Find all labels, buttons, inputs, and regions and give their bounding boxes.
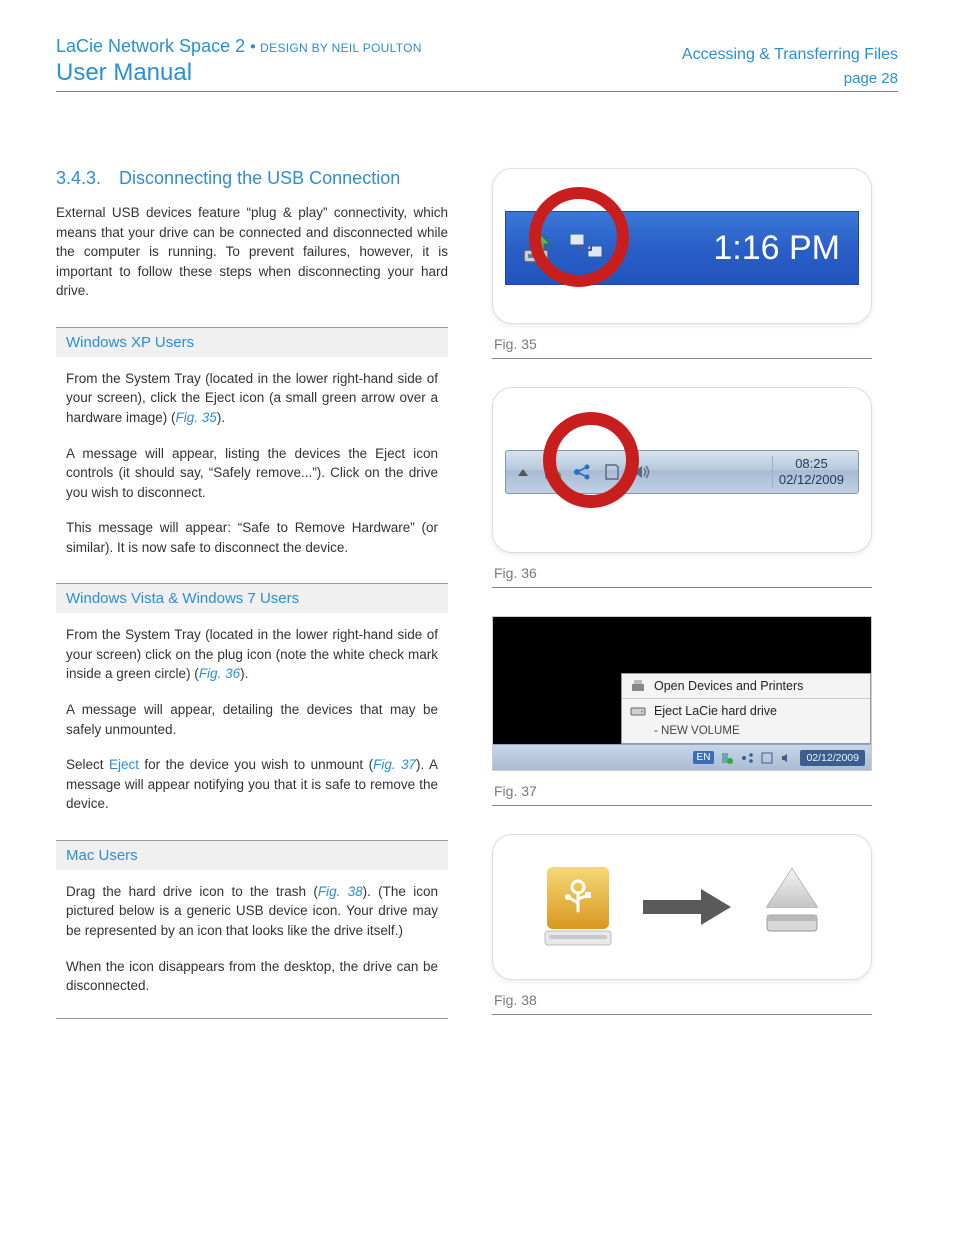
safely-remove-icon[interactable] [542,462,562,482]
fig-ref-37[interactable]: Fig. 37 [373,757,416,772]
devices-printers-icon [630,678,646,694]
language-indicator[interactable]: EN [693,751,715,764]
design-credit: DESIGN BY NEIL POULTON [260,41,422,55]
intro-paragraph: External USB devices feature “plug & pla… [56,203,448,301]
left-column: 3.4.3. Disconnecting the USB Connection E… [56,168,448,1043]
eject-word: Eject [109,757,139,772]
xp-p3: This message will appear: “Safe to Remov… [66,518,438,557]
xp-clock: 1:16 PM [713,229,846,268]
fig38-rule [492,1014,872,1015]
fig-ref-38[interactable]: Fig. 38 [318,884,363,899]
xp-p2: A message will appear, listing the devic… [66,444,438,503]
manual-title: User Manual [56,59,422,87]
xp-p1: From the System Tray (located in the low… [66,369,438,428]
tray-expand-icon[interactable] [518,469,528,476]
mac-p2: When the icon disappears from the deskto… [66,957,438,996]
fig37-desktop-bg [493,617,871,673]
fig37-date: 02/12/2009 [800,750,865,766]
fig35-caption: Fig. 35 [494,336,872,352]
mac-p1: Drag the hard drive icon to the trash (F… [66,882,438,941]
section-end-rule [56,1018,448,1019]
volume-icon[interactable] [780,751,794,765]
fig37-taskbar: EN 02/12/2009 [493,744,871,770]
fig35-content: 1:16 PM [505,181,859,311]
figure-35: 1:16 PM [492,168,872,324]
menu-sub-volume[interactable]: - NEW VOLUME [622,723,870,743]
fig36-rule [492,587,872,588]
fig-ref-35[interactable]: Fig. 35 [176,410,217,425]
fig38-content [505,847,859,967]
product-line: LaCie Network Space 2 • DESIGN BY NEIL P… [56,36,422,57]
usb-drive-icon [537,859,619,956]
fig-ref-36[interactable]: Fig. 36 [199,666,240,681]
vista-time: 08:25 [779,456,844,472]
vista-taskbar: 08:25 02/12/2009 [505,450,859,494]
eject-hardware-icon[interactable] [518,228,558,268]
xp-block: From the System Tray (located in the low… [56,369,448,558]
safely-remove-icon[interactable] [720,751,734,765]
context-menu: Open Devices and Printers Eject LaCie ha… [621,673,871,744]
fig37-caption: Fig. 37 [494,783,872,799]
fig37-rule [492,805,872,806]
eject-trash-icon [757,865,827,950]
bullet-separator: • [250,38,260,55]
network-icon[interactable] [740,751,754,765]
section-number: 3.4.3. [56,168,101,188]
vista-p2: A message will appear, detailing the dev… [66,700,438,739]
menu-eject-drive[interactable]: Eject LaCie hard drive [622,698,870,723]
network-share-icon[interactable] [572,462,592,482]
section-title: Disconnecting the USB Connection [119,168,400,188]
hard-drive-icon [630,703,646,719]
subheading-mac: Mac Users [56,840,448,870]
menu-item-label: Open Devices and Printers [654,679,803,693]
action-center-icon[interactable] [602,462,622,482]
vista-date: 02/12/2009 [779,472,844,488]
mac-block: Drag the hard drive icon to the trash (F… [56,882,448,996]
right-column: 1:16 PM Fig. 35 [492,168,872,1043]
menu-item-label: Eject LaCie hard drive [654,704,777,718]
volume-icon[interactable] [632,462,652,482]
subheading-xp: Windows XP Users [56,327,448,357]
section-title-right: Accessing & Transferring Files [682,46,898,64]
figure-38 [492,834,872,980]
section-heading: 3.4.3. Disconnecting the USB Connection [56,168,448,189]
fig38-caption: Fig. 38 [494,992,872,1008]
page-header: LaCie Network Space 2 • DESIGN BY NEIL P… [56,36,898,92]
network-icon[interactable] [568,228,608,268]
action-center-icon[interactable] [760,751,774,765]
vista-p1: From the System Tray (located in the low… [66,625,438,684]
header-right: Accessing & Transferring Files page 28 [682,46,898,87]
vista-block: From the System Tray (located in the low… [56,625,448,814]
menu-open-devices[interactable]: Open Devices and Printers [622,674,870,698]
fig36-caption: Fig. 36 [494,565,872,581]
fig35-rule [492,358,872,359]
vista-clock[interactable]: 08:25 02/12/2009 [772,456,850,487]
xp-taskbar: 1:16 PM [505,211,859,285]
header-left: LaCie Network Space 2 • DESIGN BY NEIL P… [56,36,422,87]
figure-36: 08:25 02/12/2009 [492,387,872,553]
arrow-right-icon [643,887,733,927]
page-number: page 28 [682,70,898,87]
vista-p3: Select Eject for the device you wish to … [66,755,438,814]
product-name: LaCie Network Space 2 [56,36,245,56]
subheading-vista: Windows Vista & Windows 7 Users [56,583,448,613]
content-columns: 3.4.3. Disconnecting the USB Connection E… [56,168,898,1043]
fig36-content: 08:25 02/12/2009 [505,400,859,540]
figure-37: Open Devices and Printers Eject LaCie ha… [492,616,872,771]
